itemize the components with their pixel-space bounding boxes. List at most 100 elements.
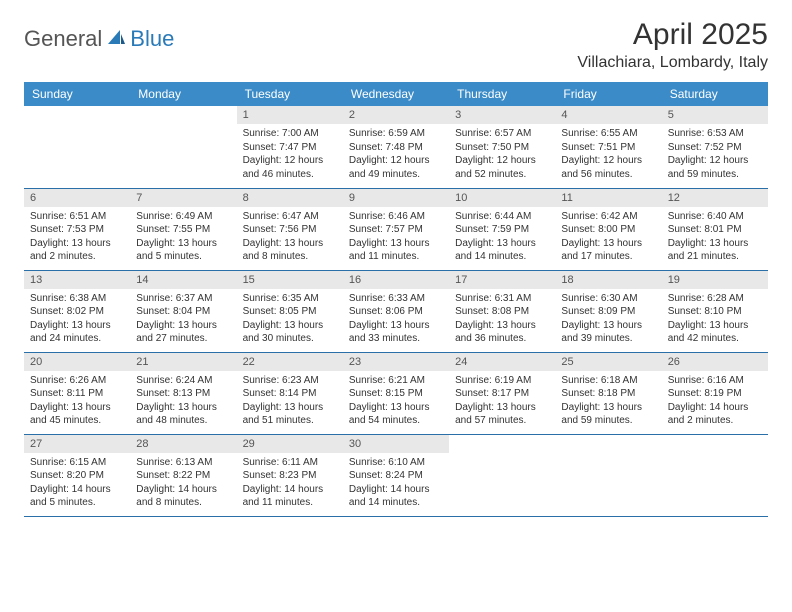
day-number: 19 — [662, 271, 768, 289]
day-content: Sunrise: 6:47 AMSunset: 7:56 PMDaylight:… — [237, 207, 343, 270]
sunset-text: Sunset: 7:52 PM — [668, 141, 762, 155]
calendar-cell: 24Sunrise: 6:19 AMSunset: 8:17 PMDayligh… — [449, 352, 555, 434]
daylight-text: Daylight: 13 hours and 17 minutes. — [561, 237, 655, 264]
day-content: Sunrise: 6:40 AMSunset: 8:01 PMDaylight:… — [662, 207, 768, 270]
day-number: 2 — [343, 106, 449, 124]
weekday-header: Tuesday — [237, 82, 343, 106]
calendar-row: 20Sunrise: 6:26 AMSunset: 8:11 PMDayligh… — [24, 352, 768, 434]
day-number: 17 — [449, 271, 555, 289]
daylight-text: Daylight: 13 hours and 2 minutes. — [30, 237, 124, 264]
day-content: Sunrise: 6:42 AMSunset: 8:00 PMDaylight:… — [555, 207, 661, 270]
day-number: 3 — [449, 106, 555, 124]
location-text: Villachiara, Lombardy, Italy — [577, 54, 768, 72]
day-number: 10 — [449, 189, 555, 207]
day-number: 21 — [130, 353, 236, 371]
sunset-text: Sunset: 8:23 PM — [243, 469, 337, 483]
calendar-cell: 22Sunrise: 6:23 AMSunset: 8:14 PMDayligh… — [237, 352, 343, 434]
daylight-text: Daylight: 13 hours and 45 minutes. — [30, 401, 124, 428]
day-number: 5 — [662, 106, 768, 124]
day-number: 23 — [343, 353, 449, 371]
sunset-text: Sunset: 7:47 PM — [243, 141, 337, 155]
sunset-text: Sunset: 8:09 PM — [561, 305, 655, 319]
day-content: Sunrise: 6:23 AMSunset: 8:14 PMDaylight:… — [237, 371, 343, 434]
calendar-cell: 18Sunrise: 6:30 AMSunset: 8:09 PMDayligh… — [555, 270, 661, 352]
daylight-text: Daylight: 14 hours and 8 minutes. — [136, 483, 230, 510]
sunset-text: Sunset: 7:53 PM — [30, 223, 124, 237]
logo-text-general: General — [24, 26, 102, 52]
sunset-text: Sunset: 7:51 PM — [561, 141, 655, 155]
daylight-text: Daylight: 12 hours and 56 minutes. — [561, 154, 655, 181]
day-content: Sunrise: 6:19 AMSunset: 8:17 PMDaylight:… — [449, 371, 555, 434]
sunrise-text: Sunrise: 6:30 AM — [561, 292, 655, 306]
day-content: Sunrise: 6:44 AMSunset: 7:59 PMDaylight:… — [449, 207, 555, 270]
day-number: 20 — [24, 353, 130, 371]
sunrise-text: Sunrise: 6:47 AM — [243, 210, 337, 224]
day-content: Sunrise: 6:35 AMSunset: 8:05 PMDaylight:… — [237, 289, 343, 352]
weekday-header: Wednesday — [343, 82, 449, 106]
calendar-cell: 21Sunrise: 6:24 AMSunset: 8:13 PMDayligh… — [130, 352, 236, 434]
day-content: Sunrise: 6:37 AMSunset: 8:04 PMDaylight:… — [130, 289, 236, 352]
day-content: Sunrise: 6:49 AMSunset: 7:55 PMDaylight:… — [130, 207, 236, 270]
sunset-text: Sunset: 7:48 PM — [349, 141, 443, 155]
logo: General Blue — [24, 18, 174, 52]
sunrise-text: Sunrise: 6:55 AM — [561, 127, 655, 141]
calendar-cell: 19Sunrise: 6:28 AMSunset: 8:10 PMDayligh… — [662, 270, 768, 352]
calendar-cell: 6Sunrise: 6:51 AMSunset: 7:53 PMDaylight… — [24, 188, 130, 270]
calendar-cell: 10Sunrise: 6:44 AMSunset: 7:59 PMDayligh… — [449, 188, 555, 270]
day-number: 22 — [237, 353, 343, 371]
calendar-cell: 4Sunrise: 6:55 AMSunset: 7:51 PMDaylight… — [555, 106, 661, 188]
calendar-cell: 16Sunrise: 6:33 AMSunset: 8:06 PMDayligh… — [343, 270, 449, 352]
daylight-text: Daylight: 14 hours and 14 minutes. — [349, 483, 443, 510]
day-content: Sunrise: 6:11 AMSunset: 8:23 PMDaylight:… — [237, 453, 343, 516]
sunrise-text: Sunrise: 6:33 AM — [349, 292, 443, 306]
day-number: 6 — [24, 189, 130, 207]
sunrise-text: Sunrise: 6:28 AM — [668, 292, 762, 306]
daylight-text: Daylight: 13 hours and 57 minutes. — [455, 401, 549, 428]
sunrise-text: Sunrise: 6:18 AM — [561, 374, 655, 388]
sunset-text: Sunset: 8:19 PM — [668, 387, 762, 401]
day-number: 25 — [555, 353, 661, 371]
sunset-text: Sunset: 7:50 PM — [455, 141, 549, 155]
month-title: April 2025 — [577, 18, 768, 52]
daylight-text: Daylight: 13 hours and 59 minutes. — [561, 401, 655, 428]
calendar-cell: 7Sunrise: 6:49 AMSunset: 7:55 PMDaylight… — [130, 188, 236, 270]
sunrise-text: Sunrise: 6:59 AM — [349, 127, 443, 141]
sunset-text: Sunset: 7:57 PM — [349, 223, 443, 237]
sunrise-text: Sunrise: 6:57 AM — [455, 127, 549, 141]
day-number: 28 — [130, 435, 236, 453]
daylight-text: Daylight: 12 hours and 52 minutes. — [455, 154, 549, 181]
sunrise-text: Sunrise: 6:49 AM — [136, 210, 230, 224]
sunset-text: Sunset: 7:55 PM — [136, 223, 230, 237]
day-number: 26 — [662, 353, 768, 371]
calendar-cell: . — [555, 434, 661, 516]
calendar-cell: 26Sunrise: 6:16 AMSunset: 8:19 PMDayligh… — [662, 352, 768, 434]
sunset-text: Sunset: 8:02 PM — [30, 305, 124, 319]
calendar-cell: 25Sunrise: 6:18 AMSunset: 8:18 PMDayligh… — [555, 352, 661, 434]
sunset-text: Sunset: 8:24 PM — [349, 469, 443, 483]
sunrise-text: Sunrise: 6:15 AM — [30, 456, 124, 470]
day-number: 13 — [24, 271, 130, 289]
weekday-header: Saturday — [662, 82, 768, 106]
sunset-text: Sunset: 8:06 PM — [349, 305, 443, 319]
day-content: Sunrise: 6:30 AMSunset: 8:09 PMDaylight:… — [555, 289, 661, 352]
day-content: Sunrise: 6:21 AMSunset: 8:15 PMDaylight:… — [343, 371, 449, 434]
sunset-text: Sunset: 7:59 PM — [455, 223, 549, 237]
sunrise-text: Sunrise: 6:13 AM — [136, 456, 230, 470]
sunrise-text: Sunrise: 6:40 AM — [668, 210, 762, 224]
sunset-text: Sunset: 8:14 PM — [243, 387, 337, 401]
day-content: Sunrise: 6:38 AMSunset: 8:02 PMDaylight:… — [24, 289, 130, 352]
weekday-header: Monday — [130, 82, 236, 106]
sunrise-text: Sunrise: 6:11 AM — [243, 456, 337, 470]
calendar-cell: 8Sunrise: 6:47 AMSunset: 7:56 PMDaylight… — [237, 188, 343, 270]
day-content: Sunrise: 6:33 AMSunset: 8:06 PMDaylight:… — [343, 289, 449, 352]
daylight-text: Daylight: 13 hours and 42 minutes. — [668, 319, 762, 346]
sunset-text: Sunset: 8:11 PM — [30, 387, 124, 401]
sunrise-text: Sunrise: 6:31 AM — [455, 292, 549, 306]
sunrise-text: Sunrise: 6:46 AM — [349, 210, 443, 224]
calendar-cell: 30Sunrise: 6:10 AMSunset: 8:24 PMDayligh… — [343, 434, 449, 516]
daylight-text: Daylight: 13 hours and 36 minutes. — [455, 319, 549, 346]
day-content: Sunrise: 6:53 AMSunset: 7:52 PMDaylight:… — [662, 124, 768, 187]
day-content: Sunrise: 6:15 AMSunset: 8:20 PMDaylight:… — [24, 453, 130, 516]
logo-text-blue: Blue — [130, 26, 174, 52]
calendar-cell: 27Sunrise: 6:15 AMSunset: 8:20 PMDayligh… — [24, 434, 130, 516]
